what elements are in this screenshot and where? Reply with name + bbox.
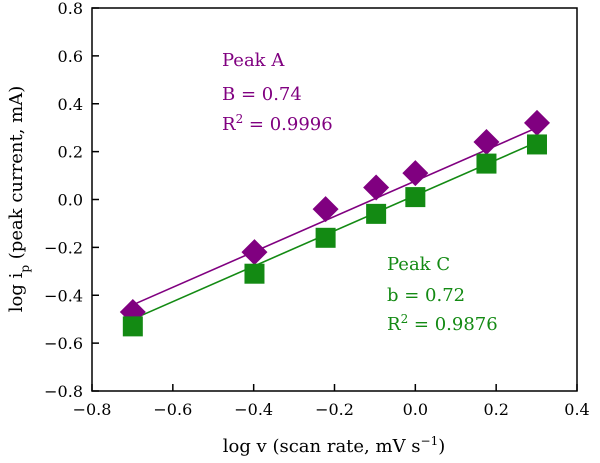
x-tick-label-5: 0.2 (483, 400, 508, 419)
y-tick-label-4: 0.0 (58, 191, 83, 210)
y-tick-label-5: 0.2 (58, 143, 83, 162)
peak-a-name: Peak A (222, 50, 285, 71)
peak-c-point-2 (315, 227, 336, 248)
peak-a-annotation: Peak A B = 0.74 R2 = 0.9996 (222, 50, 333, 135)
peak-c-name: Peak C (387, 254, 450, 275)
peak-c-point-0 (122, 316, 143, 337)
y-tick-label-6: 0.4 (58, 95, 83, 114)
peak-c-r2: R2 = 0.9876 (387, 312, 498, 335)
data-markers (119, 109, 550, 337)
peak-a-point-4 (402, 160, 429, 187)
peak-c-point-4 (405, 187, 426, 208)
peak-a-point-6 (523, 109, 550, 136)
peak-a-point-1 (241, 239, 268, 266)
peak-a-r2: R2 = 0.9996 (222, 112, 333, 135)
peak-a-slope: B = 0.74 (222, 84, 302, 105)
peak-c-slope: b = 0.72 (387, 285, 465, 306)
peak-c-annotation: Peak C b = 0.72 R2 = 0.9876 (387, 254, 498, 335)
x-tick-label-0: −0.8 (73, 400, 112, 419)
x-tick-label-1: −0.6 (153, 400, 192, 419)
peak-c-point-3 (366, 203, 387, 224)
x-tick-label-2: −0.4 (234, 400, 273, 419)
y-tick-label-3: −0.2 (44, 238, 83, 257)
plot-frame (91, 7, 578, 392)
x-tick-label-4: 0.0 (403, 400, 428, 419)
peak-a-point-2 (312, 196, 339, 223)
peak-c-point-5 (476, 153, 497, 174)
fit-lines (132, 126, 538, 320)
y-axis-label: log ip (peak current, mA) (6, 86, 32, 312)
x-tick-label-3: −0.2 (315, 400, 354, 419)
peak-c-point-6 (526, 134, 547, 155)
x-tick-label-6: 0.4 (564, 400, 589, 419)
ticks-layer: −0.8 −0.6 −0.4 −0.2 0.0 0.2 0.4 −0.8 −0.6 −0.4 −0.… (44, 0, 590, 419)
peak-a-fit-line (132, 126, 538, 306)
y-tick-label-1: −0.6 (44, 334, 83, 353)
y-tick-label-2: −0.4 (44, 286, 83, 305)
x-axis-label: log v (scan rate, mV s−1) (223, 434, 446, 457)
y-tick-label-0: −0.8 (44, 382, 83, 401)
peak-a-point-3 (363, 174, 390, 201)
peak-a-point-5 (473, 129, 500, 156)
peak-c-point-1 (244, 263, 265, 284)
y-tick-label-8: 0.8 (58, 0, 83, 18)
y-tick-label-7: 0.6 (58, 47, 83, 66)
